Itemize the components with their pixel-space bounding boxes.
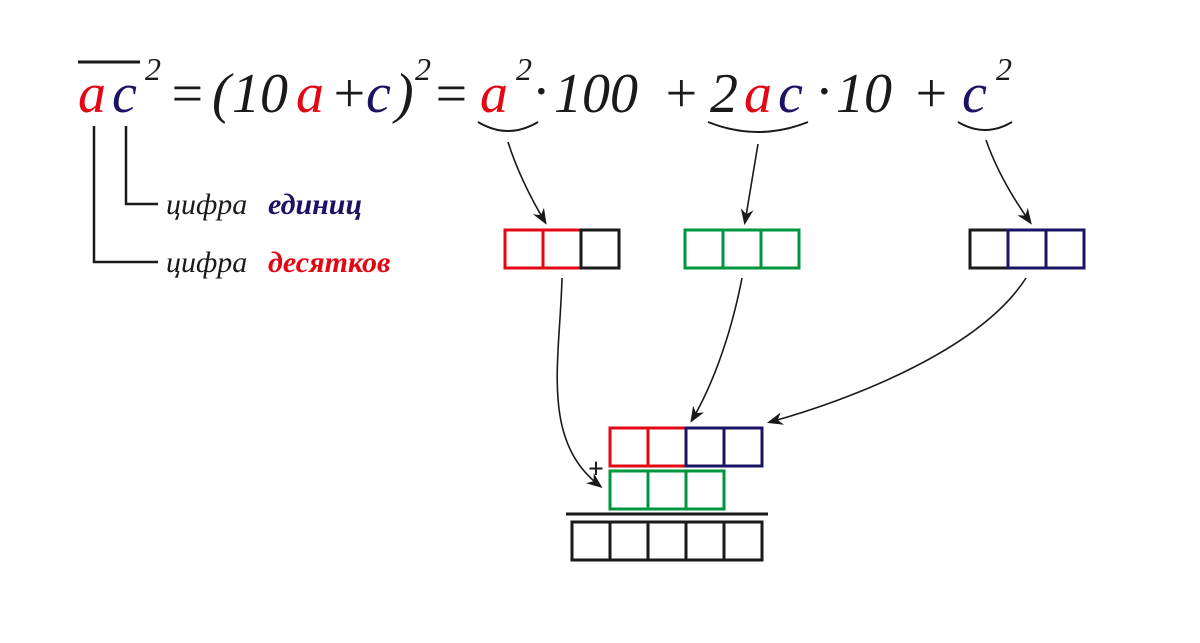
var-c-4: c bbox=[778, 63, 803, 125]
legend: цифра единиц цифра десятков bbox=[94, 126, 390, 279]
legend-units-bold: единиц bbox=[268, 188, 362, 221]
num-10b: 10 bbox=[836, 63, 892, 125]
arrow-B-to-sum bbox=[692, 278, 742, 420]
sum-row-mid bbox=[610, 471, 724, 509]
dot-2: · bbox=[815, 61, 834, 123]
plus-2: + bbox=[662, 63, 700, 125]
diagram-canvas: a c 2 = ( 10 a + c ) 2 = a 2 · 100 + 2 a… bbox=[0, 0, 1200, 643]
var-a-2: a bbox=[296, 63, 324, 125]
var-a-4: a bbox=[744, 63, 772, 125]
box-group-a bbox=[505, 230, 619, 268]
box-group-b bbox=[685, 230, 799, 268]
dot-1: · bbox=[532, 61, 551, 123]
rparen: ) bbox=[392, 63, 414, 125]
exp-3: 2 bbox=[516, 51, 532, 87]
plus-3: + bbox=[912, 63, 950, 125]
var-c-2: c bbox=[366, 63, 391, 125]
box-group-c bbox=[970, 230, 1084, 268]
exp-1: 2 bbox=[145, 51, 161, 87]
sum-stack bbox=[566, 428, 768, 560]
plus-sign: + bbox=[588, 454, 604, 485]
lparen: ( bbox=[212, 63, 234, 125]
arrow-C-to-sum bbox=[770, 278, 1026, 422]
arrows-bottom bbox=[557, 278, 1026, 486]
formula-row: a c 2 = ( 10 a + c ) 2 = a 2 · 100 + 2 a… bbox=[78, 51, 1012, 132]
eq-1: = bbox=[168, 63, 206, 125]
exp-2: 2 bbox=[415, 51, 431, 87]
arrow-2ac-to-boxB bbox=[745, 144, 758, 222]
num-10: 10 bbox=[232, 63, 288, 125]
var-a-3: a bbox=[480, 63, 508, 125]
sum-row-top bbox=[610, 428, 762, 466]
legend-tens-prefix: цифра bbox=[166, 246, 247, 279]
plus-1: + bbox=[330, 63, 368, 125]
arrow-c2-to-boxC bbox=[986, 140, 1030, 222]
exp-5: 2 bbox=[996, 51, 1012, 87]
var-c-1: c bbox=[112, 63, 137, 125]
bracket-units bbox=[126, 126, 158, 204]
var-a-1: a bbox=[78, 63, 106, 125]
arrows-top bbox=[508, 140, 1030, 222]
sum-row-result bbox=[572, 522, 762, 560]
box-row-1 bbox=[505, 230, 1084, 268]
var-c-5: c bbox=[962, 63, 987, 125]
legend-tens-bold: десятков bbox=[268, 246, 390, 279]
arrow-a2-to-boxA bbox=[508, 142, 545, 222]
num-100: 100 bbox=[554, 63, 638, 125]
legend-units-prefix: цифра bbox=[166, 188, 247, 221]
num-2: 2 bbox=[710, 63, 738, 125]
eq-2: = bbox=[432, 63, 470, 125]
